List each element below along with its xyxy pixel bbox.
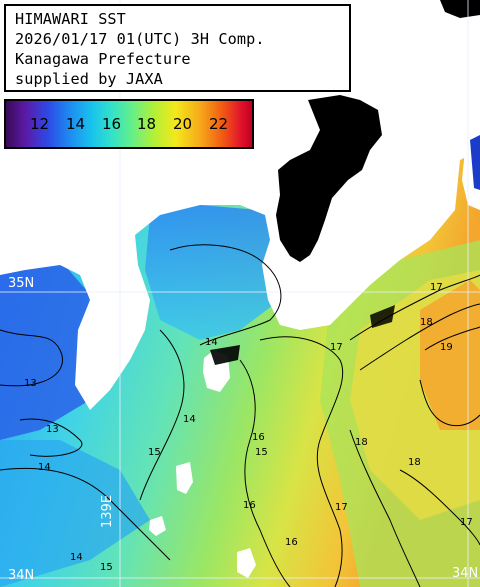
island-oshima	[237, 548, 256, 578]
isotherm-label: 14	[70, 552, 83, 563]
latitude-label-34n: 34N	[8, 568, 35, 583]
isotherm-label: 13	[24, 378, 37, 389]
isotherm-label: 15	[148, 447, 161, 458]
isotherms	[0, 244, 480, 587]
isotherm-label: 17	[330, 342, 343, 353]
island-small-2	[149, 516, 166, 536]
cool-water-southwest	[0, 440, 150, 587]
isotherm-17c	[399, 469, 480, 546]
title-line-2: 2026/01/17 01(UTC) 3H Comp.	[15, 30, 265, 48]
isotherm-label: 14	[205, 337, 218, 348]
isotherm-label: 16	[243, 500, 256, 511]
isotherm-labels: 13 13 14 14 14 14 15 15 15 16 16 16 17 1…	[24, 282, 473, 573]
isotherm-19a	[424, 326, 480, 351]
legend-tick-22: 22	[209, 115, 229, 133]
legend-tick-14: 14	[66, 115, 86, 133]
isotherm-18a	[359, 303, 480, 371]
isotherm-label: 15	[255, 447, 268, 458]
isotherm-label: 16	[252, 432, 265, 443]
isotherm-label: 14	[183, 414, 196, 425]
legend-tick-12: 12	[30, 115, 50, 133]
latitude-label-35n: 35N	[8, 276, 35, 291]
isotherm-17a	[259, 336, 344, 587]
sagami-bay-water	[145, 205, 290, 340]
title-line-1: HIMAWARI SST	[15, 10, 126, 28]
isotherm-14b	[0, 467, 171, 561]
isotherm-17b	[349, 274, 480, 341]
cloud-mask-small	[210, 345, 240, 365]
legend-tick-16: 16	[102, 115, 122, 133]
isotherm-15a	[139, 329, 185, 501]
cloud-mask-small-2	[370, 305, 395, 328]
isotherm-label: 15	[100, 562, 113, 573]
map-title-box: HIMAWARI SST 2026/01/17 01(UTC) 3H Comp.…	[4, 4, 351, 92]
longitude-label-139e: 139E	[100, 494, 115, 528]
isotherm-label: 18	[355, 437, 368, 448]
isotherm-label: 14	[38, 462, 51, 473]
isotherm-16a	[239, 359, 291, 587]
isotherm-label: 18	[420, 317, 433, 328]
legend-tick-18: 18	[137, 115, 157, 133]
isotherm-13a	[0, 329, 63, 387]
sst-color-legend	[4, 99, 254, 149]
title-line-4: supplied by JAXA	[15, 70, 163, 88]
island-small-1	[176, 462, 193, 494]
isotherm-18b	[349, 429, 421, 587]
isotherm-label: 17	[430, 282, 443, 293]
isotherm-label: 17	[460, 517, 473, 528]
cold-pixel-east	[470, 135, 480, 190]
isotherm-13b	[19, 418, 83, 457]
title-line-3: Kanagawa Prefecture	[15, 50, 191, 68]
latitude-label-34n-right: 34N	[452, 566, 479, 581]
legend-tick-20: 20	[173, 115, 193, 133]
isotherm-label: 13	[46, 424, 59, 435]
cloud-mask-tokyo-bay	[276, 95, 382, 262]
isotherm-label: 18	[408, 457, 421, 468]
isotherm-label: 16	[285, 537, 298, 548]
isotherm-19b	[419, 379, 480, 427]
cloud-mask-northeast	[440, 0, 480, 18]
isotherm-14a	[169, 244, 282, 346]
isotherm-label: 17	[335, 502, 348, 513]
hot-water-east	[420, 280, 480, 430]
isotherm-label: 19	[440, 342, 453, 353]
